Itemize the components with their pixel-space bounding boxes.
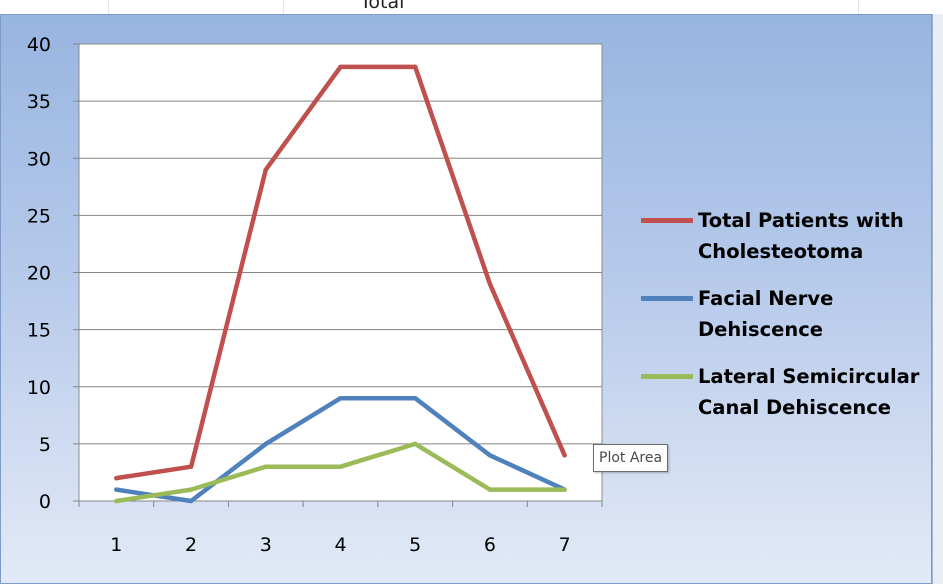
y-tick-label: 40 xyxy=(27,34,51,56)
legend-label: Lateral Semicircular Canal Dehiscence xyxy=(698,365,920,419)
chart-svg: 0 5 10 15 20 25 30 35 40 1 2 3 4 5 6 7 xyxy=(27,34,603,556)
legend[interactable]: Total Patients with Cholesteotoma Facial… xyxy=(641,205,931,439)
data-point xyxy=(188,498,194,504)
y-tick-label: 5 xyxy=(39,434,51,456)
sheet-gridline xyxy=(858,0,859,14)
data-point xyxy=(188,487,194,492)
data-point xyxy=(263,464,268,469)
data-point xyxy=(188,464,194,469)
y-tick-label: 35 xyxy=(27,91,51,113)
data-point xyxy=(338,395,343,401)
legend-item-total-patients[interactable]: Total Patients with Cholesteotoma xyxy=(641,205,931,283)
legend-label: Total Patients with Cholesteotoma xyxy=(698,209,904,263)
legend-item-facial-nerve[interactable]: Facial Nerve Dehiscence xyxy=(641,283,931,361)
data-point xyxy=(413,441,418,447)
sheet-title-fragment: Total xyxy=(360,0,405,13)
x-tick-label: 1 xyxy=(110,534,122,556)
data-point xyxy=(562,453,567,458)
data-point xyxy=(562,487,567,492)
y-tick-label: 25 xyxy=(27,205,51,227)
sheet-gridline xyxy=(283,0,284,14)
sheet-gridline xyxy=(108,0,109,14)
legend-item-lateral-canal[interactable]: Lateral Semicircular Canal Dehiscence xyxy=(641,361,931,439)
x-tick-label: 3 xyxy=(260,534,272,556)
data-point xyxy=(338,464,343,469)
spreadsheet-strip: Total xyxy=(0,0,943,15)
legend-swatch xyxy=(641,296,693,301)
x-tick-label: 6 xyxy=(484,534,496,556)
data-point xyxy=(114,475,119,481)
data-point xyxy=(114,498,119,504)
x-tick-label: 7 xyxy=(559,534,571,556)
data-point xyxy=(487,281,493,287)
data-point xyxy=(338,64,343,70)
data-point xyxy=(263,167,268,172)
y-tick-label: 10 xyxy=(27,377,51,399)
data-point xyxy=(263,441,268,447)
y-tick-label: 20 xyxy=(27,263,51,285)
y-tick-label: 15 xyxy=(27,320,51,342)
x-tick-label: 5 xyxy=(409,534,421,556)
data-point xyxy=(487,487,493,492)
legend-swatch xyxy=(641,218,693,223)
window-edge xyxy=(932,14,943,584)
data-point xyxy=(413,395,418,401)
data-point xyxy=(487,453,493,458)
x-tick-label: 2 xyxy=(185,534,197,556)
data-point xyxy=(114,487,119,492)
tooltip: Plot Area xyxy=(593,444,669,472)
y-tick-label: 0 xyxy=(39,491,51,513)
data-point xyxy=(413,64,418,70)
x-tick-label: 4 xyxy=(334,534,346,556)
y-tick-label: 30 xyxy=(27,148,51,170)
legend-swatch xyxy=(641,374,693,379)
chart-area[interactable]: 0 5 10 15 20 25 30 35 40 1 2 3 4 5 6 7 Total Patients w… xyxy=(0,14,932,584)
legend-label: Facial Nerve Dehiscence xyxy=(698,287,834,341)
